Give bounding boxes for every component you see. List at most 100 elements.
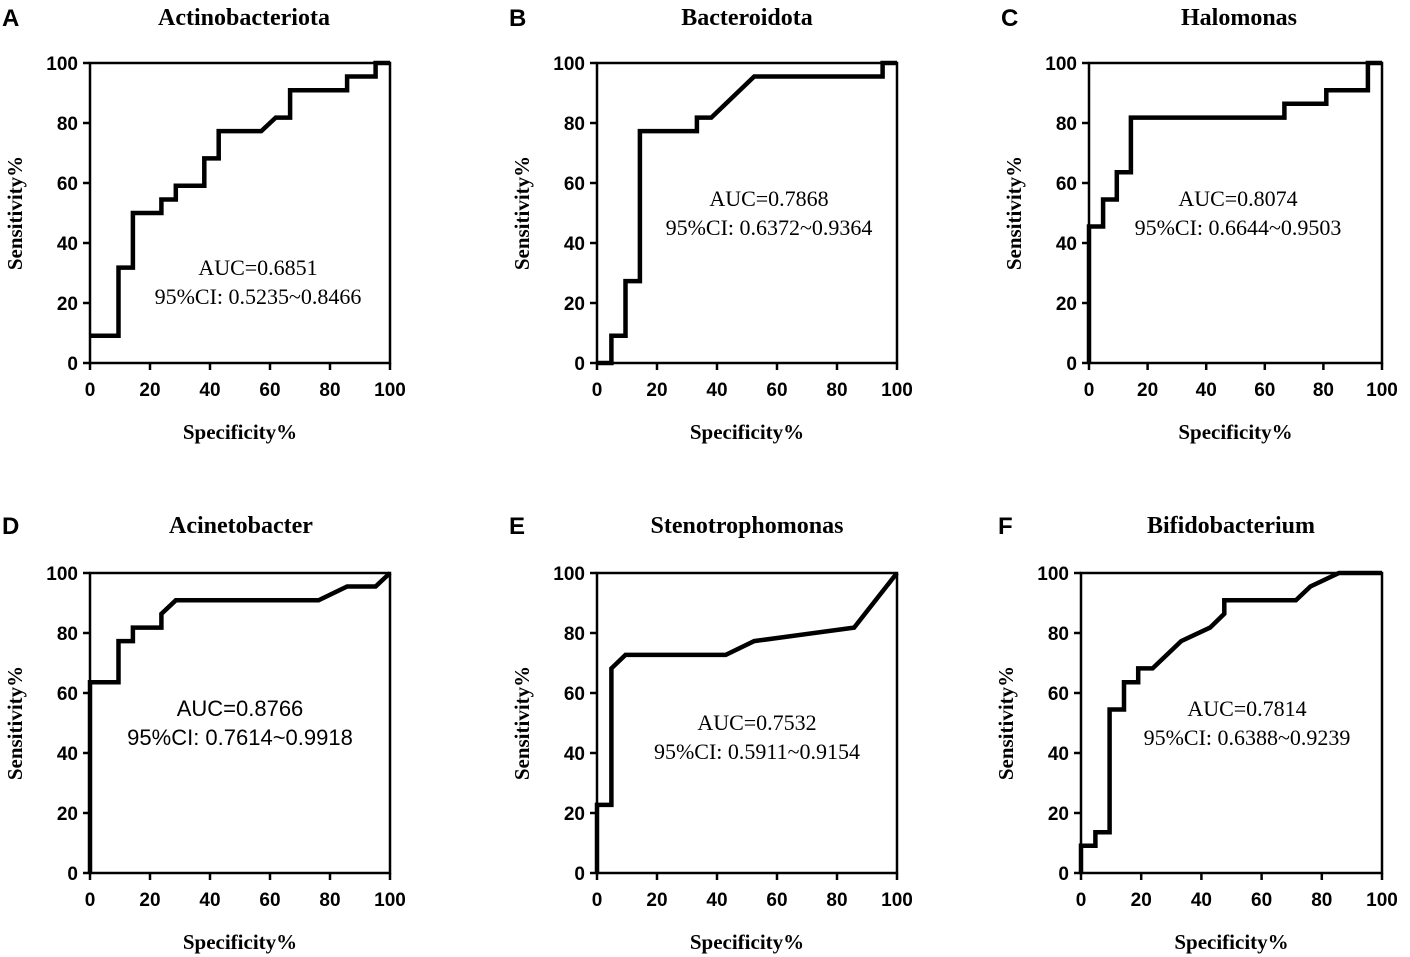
x-tick-label: 80: [319, 890, 340, 911]
y-tick-label: 60: [564, 684, 585, 705]
x-tick-label: 60: [1254, 380, 1275, 401]
roc-curve: [1078, 570, 1382, 873]
plot-frame: [595, 61, 899, 365]
ci-annotation: 95%CI: 0.6372~0.9364: [666, 215, 873, 240]
chart-title: Bifidobacterium: [1147, 513, 1315, 539]
y-tick-label: 0: [1058, 864, 1069, 885]
y-tick-label: 80: [1048, 624, 1069, 645]
ci-annotation: 95%CI: 0.6388~0.9239: [1144, 725, 1351, 750]
y-tick-label: 100: [1037, 564, 1069, 585]
x-tick-label: 80: [1311, 890, 1332, 911]
x-tick-label: 100: [1366, 890, 1398, 911]
x-tick-label: 100: [881, 890, 913, 911]
y-tick-label: 0: [574, 354, 585, 375]
x-tick-label: 100: [374, 380, 406, 401]
y-tick-label: 0: [67, 864, 78, 885]
chart-title: Actinobacteriota: [158, 5, 330, 31]
x-tick-label: 80: [319, 380, 340, 401]
ci-annotation: 95%CI: 0.5911~0.9154: [654, 739, 860, 764]
x-tick-label: 40: [1191, 890, 1212, 911]
y-tick-label: 0: [574, 864, 585, 885]
y-axis-label: Sensitivity%: [510, 666, 534, 780]
y-tick-label: 20: [564, 294, 585, 315]
y-tick-label: 100: [553, 54, 585, 75]
panel-b: B Bacteroidota 00 20 20 40 40 60 60 80 80 100 100 Spe…: [509, 5, 913, 444]
x-tick-label: 20: [139, 380, 160, 401]
y-tick-label: 40: [564, 234, 585, 255]
panel-letter: C: [1001, 5, 1018, 32]
y-axis-label: Sensitivity%: [1002, 156, 1026, 270]
x-tick-label: 80: [826, 380, 847, 401]
y-tick-label: 40: [564, 744, 585, 765]
y-tick-label: 20: [57, 294, 78, 315]
x-tick-label: 100: [881, 380, 913, 401]
x-tick-label: 60: [259, 890, 280, 911]
y-tick-label: 20: [1056, 294, 1077, 315]
panel-letter: B: [509, 5, 526, 32]
panel-a: A Actinobacteriota 00 20 20 40 40 60 60 80 80 100 10…: [2, 5, 406, 444]
x-tick-label: 0: [592, 890, 603, 911]
plot-frame: [1079, 571, 1384, 875]
roc-curve: [90, 60, 390, 338]
x-axis-label: Specificity%: [1174, 930, 1288, 954]
y-tick-label: 20: [564, 804, 585, 825]
y-tick-label: 60: [564, 174, 585, 195]
x-tick-label: 80: [826, 890, 847, 911]
x-tick-label: 60: [259, 380, 280, 401]
x-axis-label: Specificity%: [1178, 420, 1292, 444]
y-tick-label: 60: [1056, 174, 1077, 195]
x-axis-label: Specificity%: [183, 420, 297, 444]
x-tick-label: 60: [766, 890, 787, 911]
plot-frame: [595, 571, 899, 875]
x-axis-label: Specificity%: [690, 420, 804, 444]
auc-annotation: AUC=0.8074: [1178, 186, 1297, 211]
chart-title: Bacteroidota: [681, 5, 813, 31]
x-tick-label: 40: [1196, 380, 1217, 401]
x-tick-label: 20: [1131, 890, 1152, 911]
x-tick-label: 0: [1084, 380, 1095, 401]
y-axis-label: Sensitivity%: [3, 156, 27, 270]
y-tick-label: 20: [57, 804, 78, 825]
x-axis-label: Specificity%: [690, 930, 804, 954]
x-tick-label: 20: [646, 380, 667, 401]
ci-annotation: 95%CI: 0.5235~0.8466: [155, 284, 362, 309]
panel-letter: E: [509, 513, 525, 540]
panel-letter: D: [2, 513, 19, 540]
y-tick-label: 100: [553, 564, 585, 585]
y-tick-label: 0: [1066, 354, 1077, 375]
x-tick-label: 0: [85, 890, 96, 911]
panel-letter: F: [998, 513, 1013, 540]
y-tick-label: 60: [1048, 684, 1069, 705]
x-tick-label: 20: [1137, 380, 1158, 401]
plot-frame: [88, 61, 392, 365]
y-axis-label: Sensitivity%: [3, 666, 27, 780]
x-tick-label: 20: [139, 890, 160, 911]
y-tick-label: 80: [564, 114, 585, 135]
x-tick-label: 0: [592, 380, 603, 401]
chart-title: Stenotrophomonas: [651, 513, 844, 539]
roc-curve: [1086, 60, 1382, 363]
y-tick-label: 100: [46, 564, 78, 585]
y-tick-label: 40: [57, 234, 78, 255]
ci-annotation: 95%CI: 0.7614~0.9918: [127, 725, 353, 750]
panel-d: D Acinetobacter 00 20 20 40 40 60 60 80 80 100 100 Sp…: [2, 513, 406, 954]
x-tick-label: 40: [199, 890, 220, 911]
roc-curve: [594, 571, 899, 873]
auc-annotation: AUC=0.7532: [697, 710, 816, 735]
panel-e: E Stenotrophomonas 00 20 20 40 40 60 60 80 80 100 10…: [509, 513, 913, 954]
x-tick-label: 0: [1076, 890, 1087, 911]
chart-title: Halomonas: [1181, 5, 1297, 31]
y-tick-label: 80: [57, 114, 78, 135]
plot-frame: [1087, 61, 1384, 365]
y-tick-label: 60: [57, 174, 78, 195]
x-tick-label: 0: [85, 380, 96, 401]
chart-title: Acinetobacter: [169, 513, 313, 539]
auc-annotation: AUC=0.7814: [1187, 696, 1306, 721]
auc-annotation: AUC=0.8766: [177, 696, 304, 721]
y-tick-label: 20: [1048, 804, 1069, 825]
x-tick-label: 100: [374, 890, 406, 911]
roc-curve: [87, 571, 392, 873]
y-tick-label: 0: [67, 354, 78, 375]
panel-letter: A: [2, 5, 19, 32]
y-tick-label: 40: [1056, 234, 1077, 255]
